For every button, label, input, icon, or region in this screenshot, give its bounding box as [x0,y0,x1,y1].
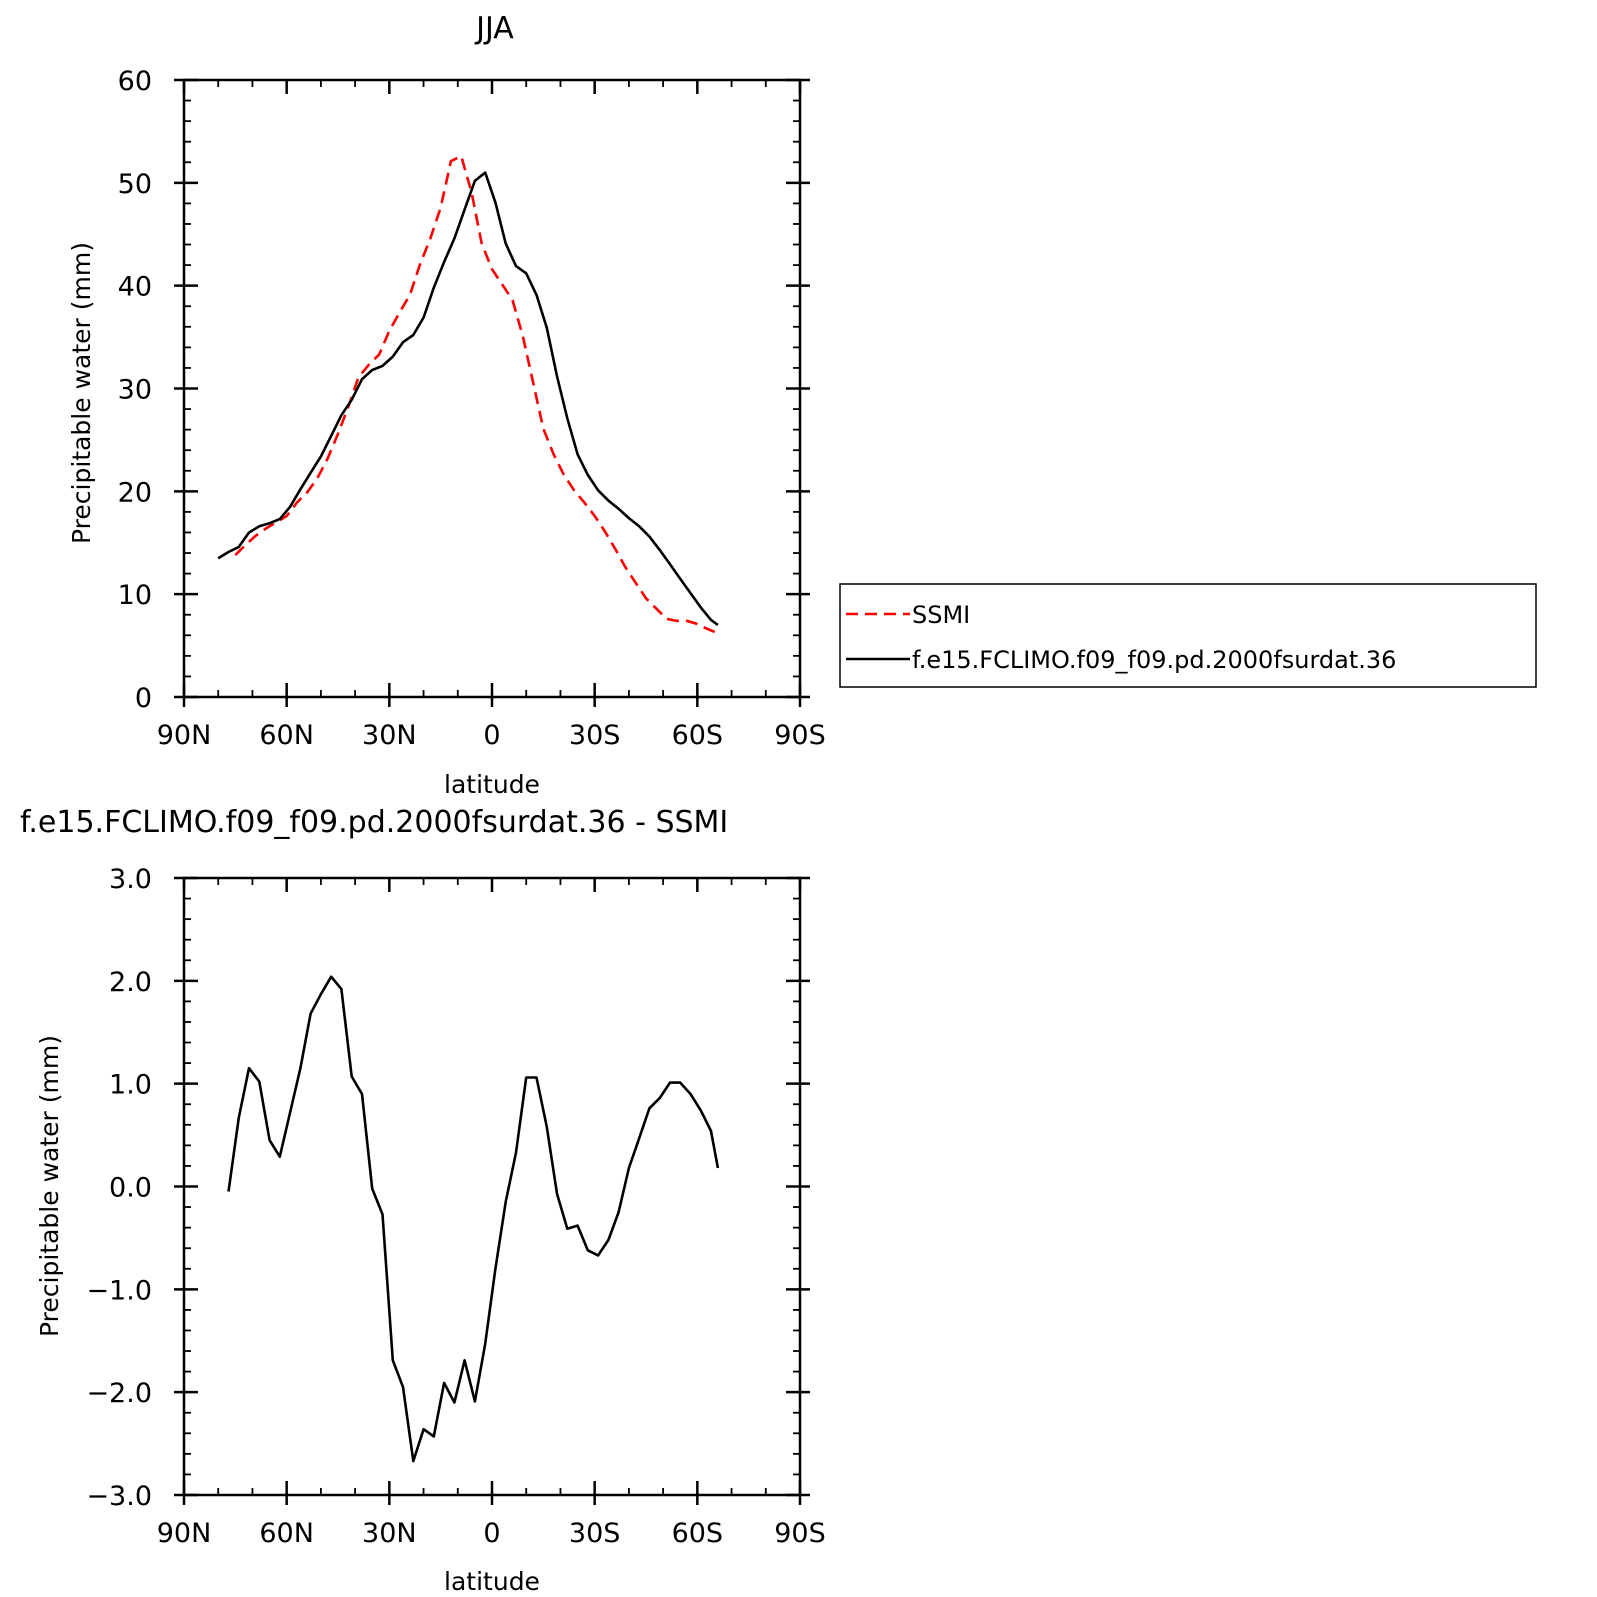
y-tick-label: 3.0 [109,864,152,895]
y-tick-label: 20 [118,477,152,508]
bottom-chart: f.e15.FCLIMO.f09_f09.pd.2000fsurdat.36 -… [20,805,826,1596]
series-line-ssmi [234,154,719,635]
legend: SSMI f.e15.FCLIMO.f09_f09.pd.2000fsurdat… [839,583,1537,688]
x-tick-label: 90S [774,720,826,751]
top-chart-y-tick-labels: 0 10 20 30 40 50 60 [118,66,152,714]
top-chart-x-tick-labels: 90N 60N 30N 0 30S 60S 90S [157,720,826,751]
x-tick-label: 60N [259,720,314,751]
bottom-chart-series [227,975,720,1463]
x-tick-label: 60S [672,1518,724,1549]
series-line-difference [227,975,720,1463]
bottom-chart-y-axis-title: Precipitable water (mm) [35,1035,64,1337]
x-tick-label: 30S [569,720,621,751]
x-tick-label: 60S [672,720,724,751]
x-tick-label: 0 [483,720,500,751]
top-chart-x-axis-title: latitude [444,770,540,799]
y-tick-label: 60 [118,66,152,97]
series-line-model [217,171,719,627]
y-tick-label: −1.0 [86,1275,152,1306]
y-tick-label: −2.0 [86,1378,152,1409]
y-tick-label: 2.0 [109,967,152,998]
x-tick-label: 90N [157,720,212,751]
y-tick-label: 1.0 [109,1070,152,1101]
y-tick-label: 10 [118,580,152,611]
top-chart-frame [182,78,802,699]
bottom-chart-ticks [174,876,810,1505]
bottom-chart-x-tick-labels: 90N 60N 30N 0 30S 60S 90S [157,1518,826,1549]
top-chart-ticks [174,78,810,707]
top-chart-y-axis-title: Precipitable water (mm) [67,242,96,544]
x-tick-label: 60N [259,1518,314,1549]
y-tick-label: −3.0 [86,1481,152,1512]
x-tick-label: 90S [774,1518,826,1549]
x-tick-label: 30S [569,1518,621,1549]
y-tick-label: 0 [135,683,152,714]
top-chart-series [217,154,719,635]
bottom-chart-y-tick-labels: 3.0 2.0 1.0 0.0 −1.0 −2.0 −3.0 [86,864,152,1512]
y-tick-label: 30 [118,375,152,406]
bottom-chart-x-axis-title: latitude [444,1567,540,1596]
y-tick-label: 40 [118,272,152,303]
legend-entry-model: f.e15.FCLIMO.f09_f09.pd.2000fsurdat.36 [912,646,1396,674]
x-tick-label: 90N [157,1518,212,1549]
x-tick-label: 30N [362,1518,417,1549]
y-tick-label: 0.0 [109,1173,152,1204]
top-chart-title: JJA [474,11,514,46]
x-tick-label: 30N [362,720,417,751]
y-tick-label: 50 [118,169,152,200]
bottom-chart-frame [182,876,802,1497]
legend-entry-ssmi: SSMI [912,601,970,629]
top-chart: JJA 90N 60N 30N 0 30S 60S 90S 0 10 20 30 40 50 60 la… [67,11,1537,799]
legend-box [839,583,1537,688]
bottom-chart-title: f.e15.FCLIMO.f09_f09.pd.2000fsurdat.36 -… [20,805,728,840]
x-tick-label: 0 [483,1518,500,1549]
